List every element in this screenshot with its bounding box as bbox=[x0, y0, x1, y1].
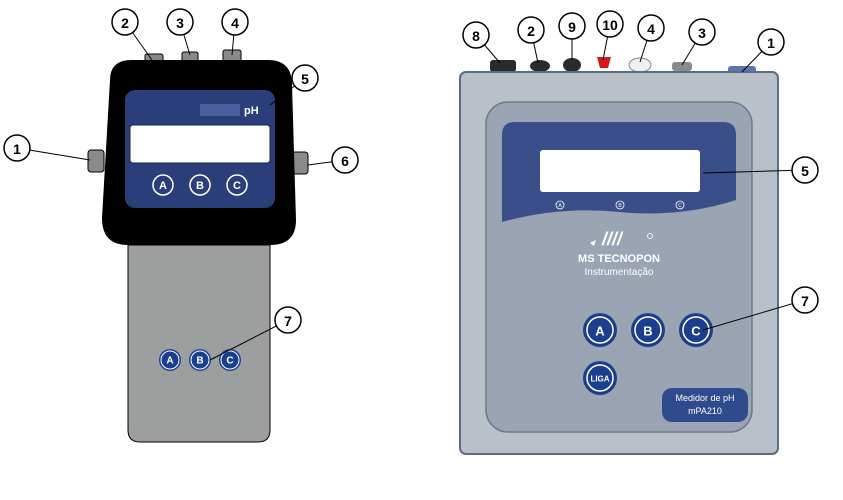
device-handle bbox=[128, 245, 270, 442]
bench-button-c: C bbox=[679, 313, 713, 347]
callout-number-1: 1 bbox=[767, 35, 775, 51]
callout-number-5: 5 bbox=[301, 71, 309, 87]
bench-connector-8 bbox=[490, 60, 516, 72]
callout-number-2: 2 bbox=[527, 23, 535, 39]
svg-text:C: C bbox=[691, 324, 701, 339]
bench-button-b: B bbox=[631, 313, 665, 347]
svg-text:A: A bbox=[166, 356, 173, 367]
svg-text:////: //// bbox=[601, 229, 624, 249]
callout-number-4: 4 bbox=[647, 21, 655, 37]
bench-connector-10 bbox=[597, 57, 611, 68]
brand-bottom-text: Instrumentação bbox=[585, 267, 654, 278]
callout-number-3: 3 bbox=[698, 25, 706, 41]
left-side-connector bbox=[88, 150, 104, 172]
svg-text:B: B bbox=[196, 356, 203, 367]
bench-display bbox=[540, 150, 700, 192]
callout-number-8: 8 bbox=[472, 28, 480, 44]
svg-text:B: B bbox=[196, 180, 204, 192]
svg-text:B: B bbox=[643, 324, 652, 339]
callout-number-4: 4 bbox=[231, 15, 239, 31]
svg-text:mPA210: mPA210 bbox=[688, 406, 722, 416]
callout-number-7: 7 bbox=[284, 313, 292, 329]
brand-top-text: MS TECNOPON bbox=[578, 253, 660, 265]
display bbox=[130, 125, 270, 163]
portable-device: pH A B C A B C bbox=[88, 50, 308, 442]
callout-number-9: 9 bbox=[568, 19, 576, 35]
svg-text:A: A bbox=[159, 180, 167, 192]
lower-button-b: B bbox=[189, 349, 211, 371]
bench-button-a: A bbox=[583, 313, 617, 347]
bench-device: A B C //// MS TECNOPON Instrumentação A bbox=[460, 57, 778, 454]
ph-label: pH bbox=[244, 105, 259, 117]
svg-text:A: A bbox=[595, 324, 605, 339]
bench-connector-9 bbox=[563, 58, 581, 72]
callout-number-10: 10 bbox=[602, 17, 618, 33]
svg-text:LIGA: LIGA bbox=[590, 375, 609, 384]
callout-number-1: 1 bbox=[13, 141, 21, 157]
bench-button-liga: LIGA bbox=[583, 361, 617, 395]
svg-text:Medidor de pH: Medidor de pH bbox=[675, 393, 734, 403]
bench-connector-3 bbox=[672, 62, 692, 71]
svg-text:C: C bbox=[226, 356, 233, 367]
callout-number-6: 6 bbox=[341, 153, 349, 169]
callout-number-5: 5 bbox=[801, 163, 809, 179]
svg-text:C: C bbox=[678, 203, 682, 209]
bench-connector-2 bbox=[530, 60, 550, 72]
lower-button-c: C bbox=[219, 349, 241, 371]
footer-label: Medidor de pH mPA210 bbox=[662, 388, 748, 422]
callout-number-2: 2 bbox=[121, 15, 129, 31]
bench-connector-4 bbox=[629, 58, 651, 72]
lower-button-a: A bbox=[159, 349, 181, 371]
ph-label-bg bbox=[200, 104, 240, 116]
callout-number-7: 7 bbox=[801, 293, 809, 309]
callout-number-3: 3 bbox=[176, 15, 184, 31]
svg-text:C: C bbox=[233, 180, 241, 192]
